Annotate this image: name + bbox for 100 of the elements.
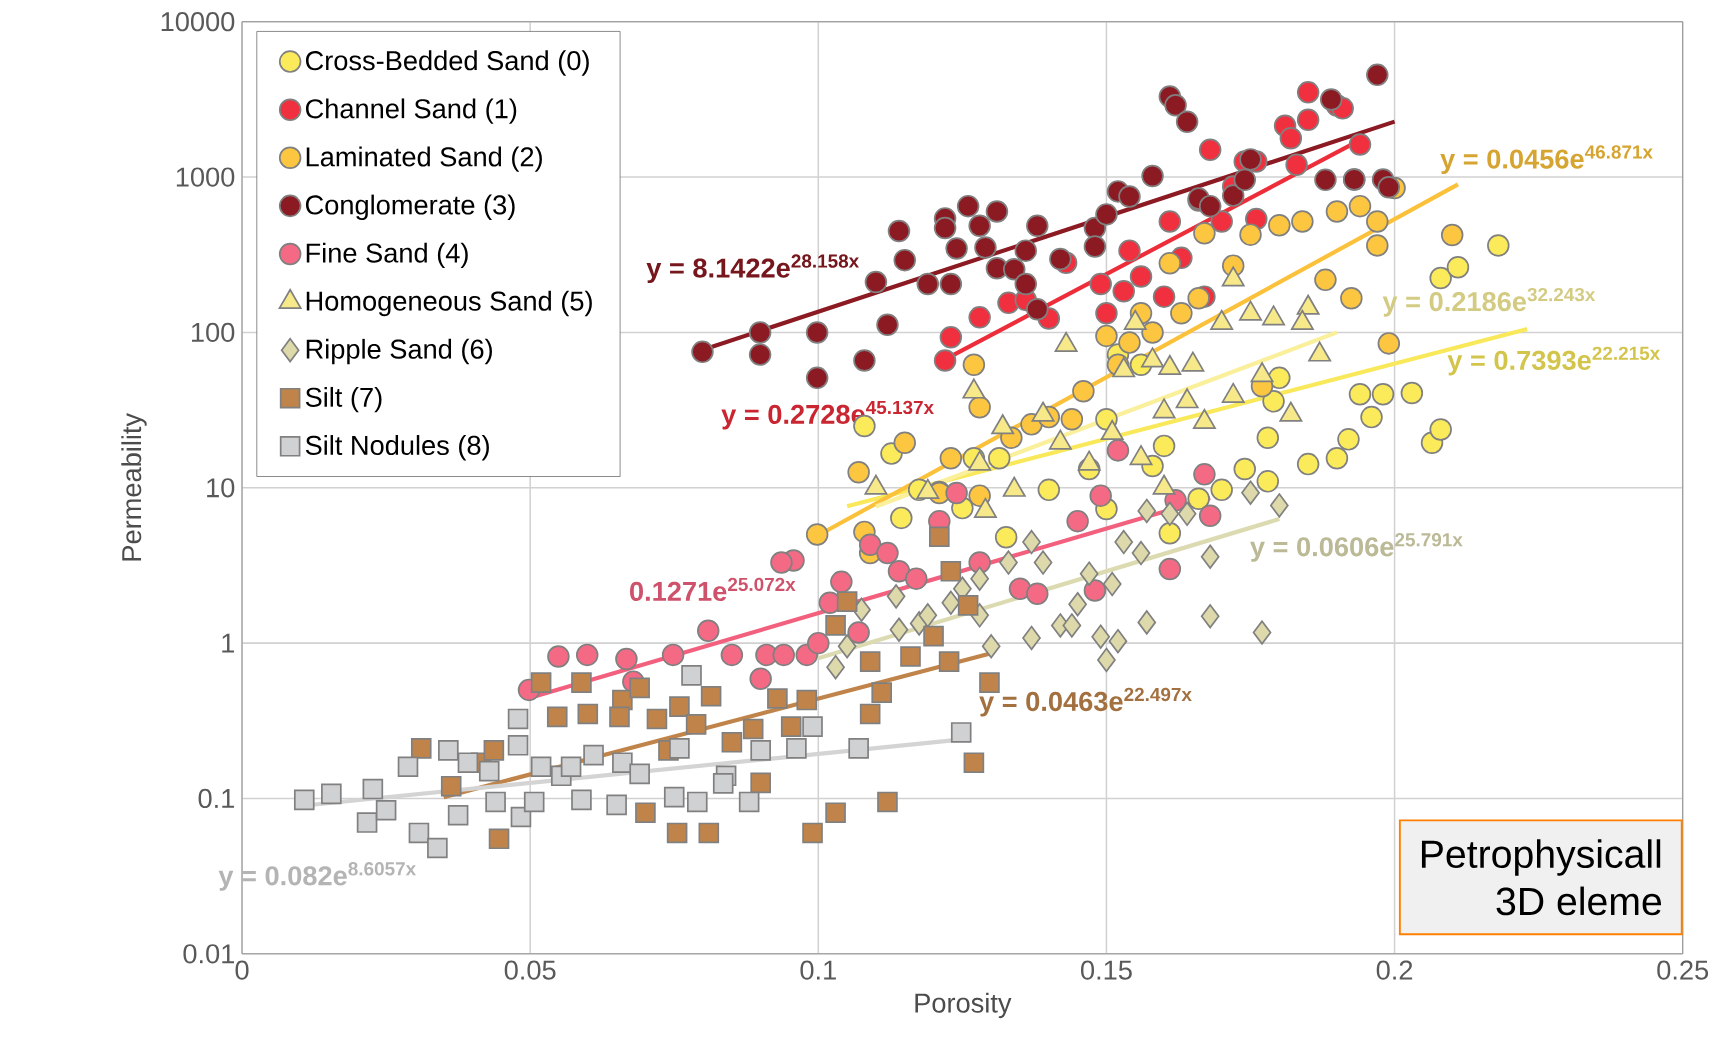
annotation: y = 0.0606e$^{25.791x}$ xyxy=(1250,533,1463,562)
point xyxy=(523,791,545,813)
point xyxy=(830,570,853,594)
annotation: 0.1271e$^{25.072x}$ xyxy=(630,577,796,602)
point xyxy=(780,716,802,738)
x-tick-label: 0.15 xyxy=(1081,960,1132,980)
point xyxy=(1066,510,1089,533)
point xyxy=(1221,184,1245,208)
point xyxy=(938,651,960,673)
point xyxy=(988,447,1011,470)
point xyxy=(1022,530,1041,555)
point xyxy=(612,752,633,774)
point xyxy=(847,621,870,644)
point xyxy=(685,714,707,735)
point xyxy=(1279,127,1303,150)
point xyxy=(940,561,962,582)
point xyxy=(1095,324,1118,348)
point xyxy=(1187,287,1210,310)
point xyxy=(968,396,991,419)
point xyxy=(905,567,928,591)
point xyxy=(571,789,592,811)
point xyxy=(1268,366,1291,390)
point xyxy=(700,686,722,707)
point xyxy=(837,634,857,659)
point xyxy=(507,735,529,756)
point xyxy=(1008,577,1032,601)
point xyxy=(1319,88,1343,111)
point xyxy=(859,703,881,725)
x-tick-label: 0.2 xyxy=(1376,960,1413,980)
point xyxy=(1314,168,1337,192)
point xyxy=(1371,383,1395,406)
point xyxy=(890,506,913,530)
point xyxy=(979,672,1000,694)
point xyxy=(646,708,668,730)
point xyxy=(1114,530,1134,555)
point xyxy=(397,756,419,778)
point xyxy=(981,634,1001,659)
point xyxy=(1187,487,1210,511)
point xyxy=(362,778,384,800)
point xyxy=(893,249,916,272)
point xyxy=(1158,210,1182,233)
point xyxy=(893,431,916,455)
point xyxy=(1026,582,1049,606)
point xyxy=(681,665,702,686)
point xyxy=(488,828,510,850)
point xyxy=(375,800,397,821)
point xyxy=(933,349,957,372)
point xyxy=(1112,280,1135,303)
point xyxy=(686,791,708,813)
x-tick-label: 0.25 xyxy=(1657,960,1709,980)
point xyxy=(825,615,846,636)
point xyxy=(560,756,582,778)
point xyxy=(859,651,881,673)
point xyxy=(615,647,638,671)
point xyxy=(1296,108,1320,132)
point xyxy=(1348,133,1372,156)
point xyxy=(1068,592,1087,617)
y-tick-label: 0.1 xyxy=(198,789,235,809)
point xyxy=(609,706,630,728)
point xyxy=(1033,550,1053,575)
point xyxy=(957,595,979,616)
point xyxy=(1256,426,1280,450)
y-tick-label: 10 xyxy=(207,478,235,498)
point xyxy=(712,773,734,794)
point xyxy=(836,591,858,613)
point xyxy=(427,837,448,859)
point xyxy=(1377,176,1401,199)
point xyxy=(1152,434,1176,458)
point xyxy=(1200,544,1220,570)
point xyxy=(1049,247,1072,271)
annotation: y = 0.2728e$^{45.137x}$ xyxy=(721,400,934,430)
point xyxy=(1233,168,1256,192)
point xyxy=(669,738,690,759)
point xyxy=(629,677,650,699)
point xyxy=(933,216,957,240)
point xyxy=(1337,428,1360,451)
point xyxy=(696,619,720,643)
point xyxy=(939,272,963,296)
point xyxy=(1296,81,1320,104)
point xyxy=(858,533,882,557)
point xyxy=(1296,453,1320,476)
point xyxy=(805,321,829,344)
point xyxy=(606,794,627,816)
point xyxy=(1131,541,1151,566)
point xyxy=(1026,298,1049,321)
point xyxy=(1037,478,1061,502)
point xyxy=(918,603,938,628)
point xyxy=(1129,265,1153,288)
point xyxy=(1198,138,1222,162)
point xyxy=(886,584,906,609)
annotation: y = 8.1422e$^{28.158x}$ xyxy=(646,254,860,284)
point xyxy=(485,791,506,813)
annotation: Petrophysicall xyxy=(1421,839,1661,876)
x-tick-label: 0.1 xyxy=(800,960,836,980)
x-tick-label: 0.05 xyxy=(504,960,556,980)
point xyxy=(876,541,899,565)
point xyxy=(1022,625,1041,651)
x-axis-title: Porosity xyxy=(915,992,1012,1019)
point xyxy=(1325,447,1349,470)
point xyxy=(666,822,688,844)
